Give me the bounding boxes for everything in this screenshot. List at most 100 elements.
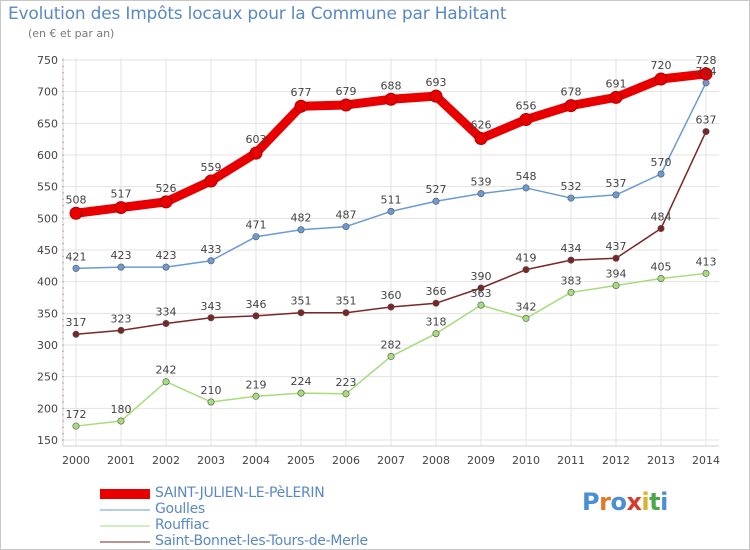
- data-point: [567, 256, 575, 264]
- y-tick-label: 750: [37, 54, 58, 67]
- data-point: [297, 226, 305, 234]
- data-label: 678: [561, 86, 582, 99]
- data-point: [252, 312, 260, 320]
- data-label: 539: [471, 176, 492, 189]
- data-label: 342: [516, 300, 537, 313]
- data-point: [702, 128, 710, 136]
- data-point: [162, 263, 170, 271]
- data-label: 421: [66, 250, 87, 263]
- logo-letter: x: [626, 488, 642, 516]
- y-tick-label: 650: [37, 117, 58, 130]
- data-label: 346: [246, 298, 267, 311]
- data-label: 210: [201, 384, 222, 397]
- data-label: 559: [201, 161, 222, 174]
- data-point: [702, 79, 710, 87]
- logo-letter: i: [660, 488, 668, 516]
- data-label: 626: [471, 119, 492, 132]
- data-point: [252, 392, 260, 400]
- legend-label: Saint-Bonnet-les-Tours-de-Merle: [155, 533, 368, 549]
- data-label: 413: [696, 255, 717, 268]
- x-tick-label: 2003: [197, 454, 225, 467]
- data-label: 471: [246, 219, 267, 232]
- y-tick-label: 450: [37, 244, 58, 257]
- legend-swatch: [100, 509, 150, 511]
- data-label: 363: [471, 287, 492, 300]
- y-tick-label: 150: [37, 434, 58, 447]
- data-point: [432, 299, 440, 307]
- data-point: [477, 301, 485, 309]
- y-tick-label: 550: [37, 181, 58, 194]
- data-label: 511: [381, 193, 402, 206]
- data-point: [657, 224, 665, 232]
- data-point: [207, 314, 215, 322]
- legend-label: SAINT-JULIEN-LE-PèLERIN: [155, 485, 325, 501]
- legend-swatch: [100, 489, 150, 499]
- x-tick-label: 2009: [467, 454, 495, 467]
- legend-label: Rouffiac: [155, 517, 210, 533]
- x-tick-label: 2011: [557, 454, 585, 467]
- data-label: 532: [561, 180, 582, 193]
- data-label: 323: [111, 312, 132, 325]
- data-point: [117, 263, 125, 271]
- data-label: 679: [336, 85, 357, 98]
- legend-swatch: [100, 541, 150, 543]
- data-label: 219: [246, 378, 267, 391]
- x-tick-label: 2012: [602, 454, 630, 467]
- legend-swatch: [100, 525, 150, 527]
- logo-letter: o: [610, 488, 627, 516]
- data-label: 390: [471, 270, 492, 283]
- proxiti-logo: Proxiti: [582, 488, 668, 516]
- data-point: [159, 195, 173, 209]
- data-point: [342, 223, 350, 231]
- data-point: [204, 174, 218, 188]
- data-point: [657, 170, 665, 178]
- data-label: 351: [336, 295, 357, 308]
- data-label: 482: [291, 212, 312, 225]
- data-label: 433: [201, 243, 222, 256]
- data-label: 383: [561, 274, 582, 287]
- data-point: [72, 264, 80, 272]
- y-tick-label: 300: [37, 339, 58, 352]
- data-point: [477, 190, 485, 198]
- x-tick-label: 2008: [422, 454, 450, 467]
- data-label: 180: [111, 403, 132, 416]
- y-tick-label: 500: [37, 212, 58, 225]
- data-label: 508: [66, 193, 87, 206]
- data-point: [69, 206, 83, 220]
- data-point: [702, 269, 710, 277]
- data-point: [72, 330, 80, 338]
- data-point: [342, 309, 350, 317]
- data-point: [564, 99, 578, 113]
- data-label: 720: [651, 59, 672, 72]
- data-label: 728: [696, 54, 717, 67]
- data-point: [699, 67, 713, 81]
- data-point: [207, 398, 215, 406]
- data-point: [162, 319, 170, 327]
- y-tick-label: 200: [37, 402, 58, 415]
- x-tick-label: 2014: [692, 454, 720, 467]
- data-point: [297, 309, 305, 317]
- data-point: [432, 330, 440, 338]
- data-point: [474, 132, 488, 146]
- data-point: [387, 352, 395, 360]
- x-tick-label: 2006: [332, 454, 360, 467]
- data-point: [117, 326, 125, 334]
- data-label: 423: [156, 249, 177, 262]
- data-label: 360: [381, 289, 402, 302]
- logo-letter: i: [641, 488, 650, 516]
- data-label: 334: [156, 305, 177, 318]
- data-label: 526: [156, 182, 177, 195]
- data-label: 677: [291, 86, 312, 99]
- x-tick-label: 2007: [377, 454, 405, 467]
- data-point: [612, 191, 620, 199]
- x-tick-label: 2001: [107, 454, 135, 467]
- x-tick-label: 2004: [242, 454, 270, 467]
- data-point: [387, 207, 395, 215]
- data-label: 419: [516, 252, 537, 265]
- data-label: 517: [111, 188, 132, 201]
- logo-letter: P: [582, 488, 600, 516]
- data-label: 537: [606, 177, 627, 190]
- y-tick-label: 600: [37, 149, 58, 162]
- data-point: [567, 194, 575, 202]
- data-point: [432, 197, 440, 205]
